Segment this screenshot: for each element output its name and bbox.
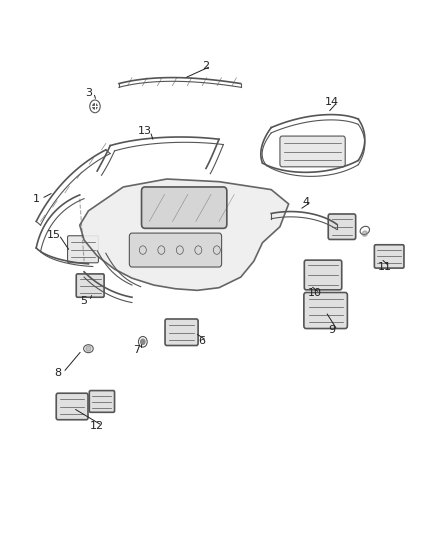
Text: 14: 14 xyxy=(325,97,339,107)
FancyBboxPatch shape xyxy=(129,233,222,267)
FancyBboxPatch shape xyxy=(304,260,342,290)
FancyBboxPatch shape xyxy=(328,214,356,239)
FancyBboxPatch shape xyxy=(141,187,227,228)
Circle shape xyxy=(93,104,97,109)
Text: 10: 10 xyxy=(308,288,322,298)
Text: 15: 15 xyxy=(46,230,60,240)
FancyBboxPatch shape xyxy=(76,274,104,297)
Text: 8: 8 xyxy=(54,368,61,377)
Text: 9: 9 xyxy=(328,325,336,335)
FancyBboxPatch shape xyxy=(89,391,115,413)
FancyBboxPatch shape xyxy=(67,236,99,263)
Text: 2: 2 xyxy=(202,61,209,71)
Text: 13: 13 xyxy=(138,126,152,136)
Text: 5: 5 xyxy=(81,296,88,306)
FancyBboxPatch shape xyxy=(165,319,198,345)
Text: 7: 7 xyxy=(133,345,140,356)
Text: 6: 6 xyxy=(198,336,205,346)
FancyBboxPatch shape xyxy=(280,136,345,167)
FancyBboxPatch shape xyxy=(304,293,347,328)
Text: 4: 4 xyxy=(303,197,310,207)
Ellipse shape xyxy=(362,231,367,236)
Text: 12: 12 xyxy=(90,421,104,431)
FancyBboxPatch shape xyxy=(374,245,404,268)
Text: 11: 11 xyxy=(378,262,392,271)
PathPatch shape xyxy=(80,179,289,290)
Text: 3: 3 xyxy=(85,87,92,98)
Ellipse shape xyxy=(86,346,91,351)
Text: 1: 1 xyxy=(33,193,40,204)
FancyBboxPatch shape xyxy=(56,393,88,419)
Circle shape xyxy=(141,339,145,344)
